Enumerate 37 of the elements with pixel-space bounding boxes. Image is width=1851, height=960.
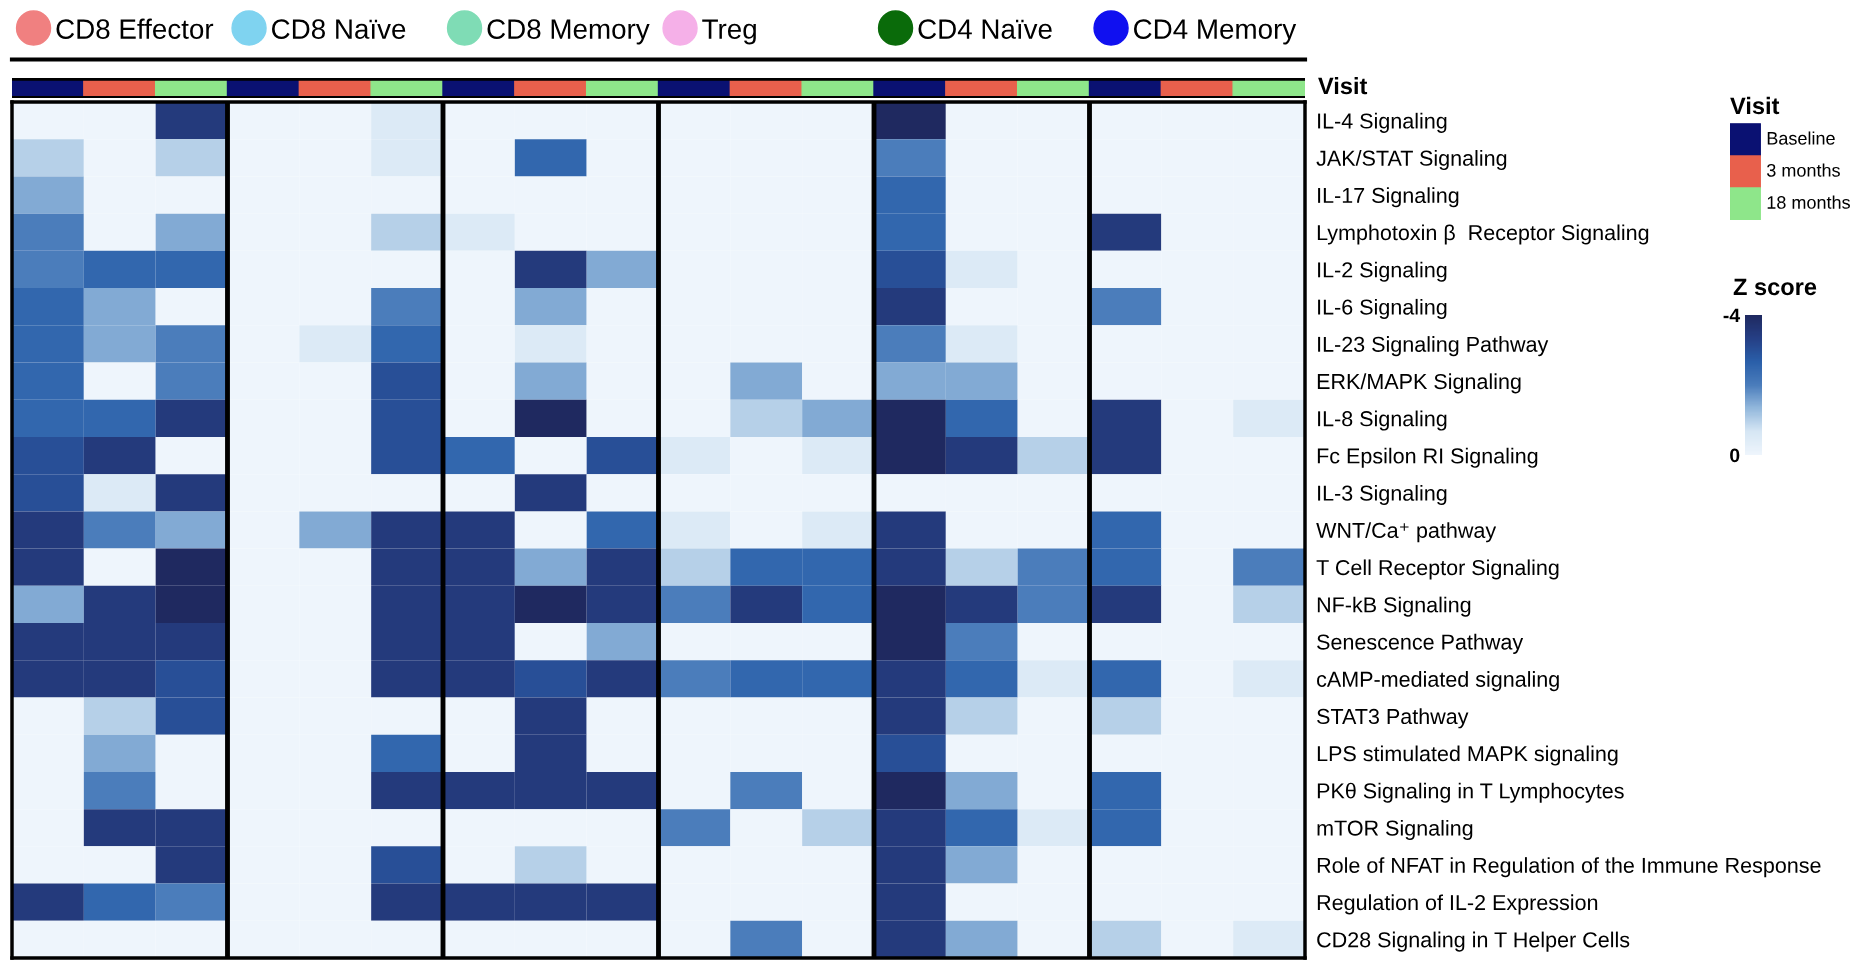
text: Baseline [1767, 131, 1835, 145]
y-tick-label: Regulation of IL-2 Expression [1317, 894, 1598, 915]
y-tick-label: IL-4 Signaling [1318, 112, 1447, 133]
y-tick-label: PKθ Signaling in T Lymphocytes [1317, 782, 1624, 803]
color-bar-title: Z score [1733, 278, 1817, 296]
y-tick-label: NF-kB Signaling [1317, 596, 1471, 617]
color-bar-label: 0 [1730, 448, 1740, 463]
y-tick-label: IL-17 Signaling [1318, 187, 1459, 208]
text: Treg [702, 19, 756, 45]
y-tick-label: Senescence Pathway [1317, 633, 1524, 654]
y-tick-label: T Cell Receptor Signaling [1316, 559, 1559, 580]
color-bar-label: -4 [1723, 308, 1741, 323]
text: CD8 Effector [56, 18, 214, 39]
text: 18 months [1767, 195, 1850, 209]
y-tick-label: IL-23 Signaling Pathway [1318, 336, 1549, 357]
y-tick-label: STAT3 Pathway [1317, 708, 1469, 729]
legend-title: Visit [1318, 77, 1368, 95]
y-tick-label: IL-3 Signaling [1318, 484, 1447, 506]
y-tick-label: Fc Epsilon RI Signaling [1317, 447, 1538, 468]
y-tick-label: CD28 Signaling in T Helper Cells [1317, 931, 1630, 952]
y-tick-label: IL-2 Signaling [1318, 261, 1447, 282]
text: CD4 Naïve [918, 19, 1052, 39]
text: CD8 Naïve [272, 19, 406, 39]
text: Visit [1730, 96, 1780, 115]
y-tick-label: mTOR Signaling [1317, 819, 1473, 841]
y-tick-label: JAK/STAT Signaling [1316, 150, 1507, 171]
y-tick-label: LPS stimulated MAPK signaling [1317, 745, 1618, 766]
y-tick-label: ERK/MAPK Signaling [1317, 373, 1521, 394]
y-tick-label: IL-8 Signaling [1318, 410, 1447, 431]
y-tick-label: cAMP-mediated signaling [1317, 671, 1559, 692]
text: 3 months [1766, 163, 1840, 177]
y-tick-label: Role of NFAT in Regulation of the Immune Response [1317, 857, 1821, 878]
text: CD8 Memory [487, 19, 650, 45]
y-tick-label: WNT/Ca⁺ pathway [1316, 522, 1497, 543]
y-tick-label: IL-6 Signaling [1318, 298, 1447, 319]
text: CD4 Memory [1134, 19, 1297, 45]
y-tick-label: Lymphotoxin β Receptor Signaling [1317, 224, 1649, 245]
